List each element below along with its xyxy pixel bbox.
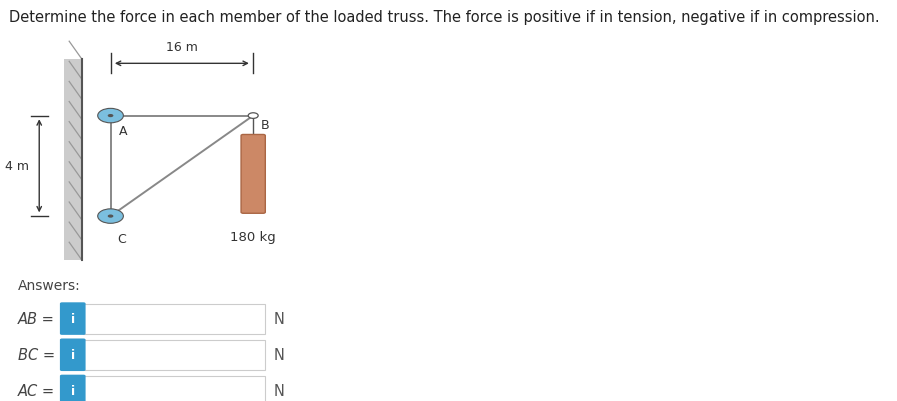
Text: 16 m: 16 m [166,41,198,54]
Text: AB =: AB = [18,311,59,326]
Circle shape [98,209,124,224]
Text: Determine the force in each member of the loaded truss. The force is positive if: Determine the force in each member of th… [9,10,879,25]
Text: N: N [274,311,284,326]
FancyBboxPatch shape [60,338,85,371]
Text: i: i [71,312,74,325]
Circle shape [108,215,113,218]
Bar [65,60,82,261]
Text: N: N [274,347,284,363]
Text: AC =: AC = [18,383,59,399]
Text: A: A [119,124,127,137]
Circle shape [248,113,258,119]
FancyBboxPatch shape [83,376,266,401]
Text: 180 kg: 180 kg [231,231,276,243]
Text: BC =: BC = [18,347,59,363]
FancyBboxPatch shape [60,375,85,401]
Text: C: C [118,233,126,245]
Text: 4 m: 4 m [4,160,29,173]
Text: i: i [71,348,74,361]
FancyBboxPatch shape [60,302,85,335]
FancyBboxPatch shape [83,340,266,370]
Text: i: i [71,385,74,397]
Text: B: B [260,118,269,131]
FancyBboxPatch shape [83,304,266,334]
Text: Answers:: Answers: [18,279,81,293]
Text: N: N [274,383,284,399]
Circle shape [108,115,113,118]
FancyBboxPatch shape [241,135,266,214]
Circle shape [98,109,124,124]
